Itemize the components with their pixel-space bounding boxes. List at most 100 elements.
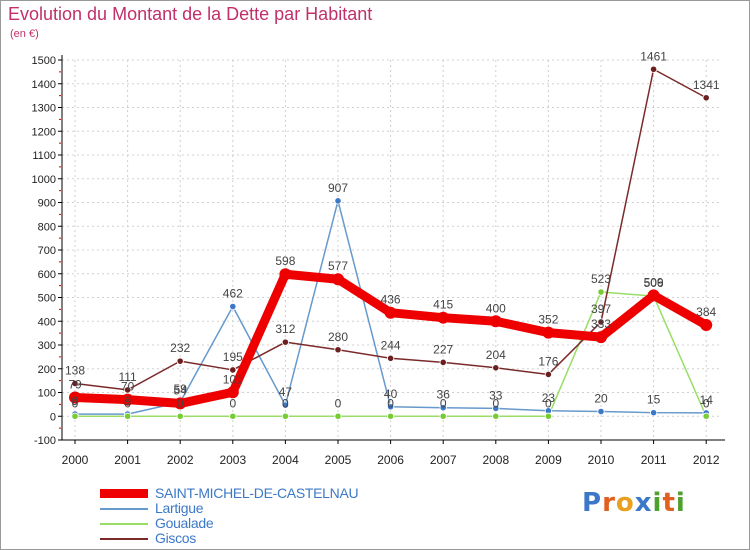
y-tick-label: 300 [38, 340, 56, 352]
data-label: 0 [440, 396, 447, 410]
data-label: 506 [644, 276, 664, 290]
y-tick-label: 500 [38, 293, 56, 305]
x-tick-label: 2004 [272, 453, 299, 467]
data-point [279, 268, 292, 281]
data-label: 312 [275, 322, 295, 336]
data-point [174, 397, 187, 410]
data-label: 436 [381, 293, 401, 307]
legend-swatch [100, 538, 148, 540]
data-label: 352 [538, 313, 558, 327]
data-point [597, 288, 605, 296]
data-point [437, 311, 450, 324]
logo-letter: t [662, 488, 676, 518]
data-label: 244 [381, 338, 401, 352]
x-tick-label: 2010 [588, 453, 615, 467]
data-label: 415 [433, 298, 453, 312]
x-tick-label: 2005 [325, 453, 352, 467]
data-label: 15 [647, 393, 661, 407]
chart-title: Evolution du Montant de la Dette par Hab… [8, 4, 373, 24]
y-tick-label: 1000 [32, 174, 56, 186]
data-point [124, 412, 132, 420]
data-label: 9 [124, 394, 131, 408]
data-label: 59 [174, 382, 188, 396]
data-point [334, 346, 342, 354]
data-point [597, 407, 605, 416]
x-axis-ticks: 2000 2001 2002 2003 2004 2005 2006 2007 2008 2009… [62, 440, 720, 467]
data-label: 0 [703, 396, 710, 410]
data-label: 907 [328, 181, 348, 195]
axes [59, 55, 725, 441]
logo-letter: i [652, 488, 663, 518]
data-point [281, 412, 289, 420]
y-tick-label: 1200 [32, 126, 56, 138]
data-point [386, 412, 395, 420]
data-point [492, 412, 500, 420]
data-label: 577 [328, 259, 348, 273]
data-label: 176 [538, 354, 558, 368]
y-tick-label: 1100 [32, 150, 56, 162]
data-label: 333 [591, 317, 611, 331]
data-point [384, 306, 397, 319]
logo-letter: i [675, 488, 686, 518]
data-label: 280 [328, 330, 348, 344]
data-label: 0 [282, 396, 289, 410]
x-tick-label: 2003 [219, 453, 246, 467]
logo-letter: r [602, 488, 616, 518]
data-label: 462 [223, 287, 243, 301]
data-point [492, 404, 500, 413]
data-label: 36 [437, 388, 451, 402]
data-label: 20 [594, 392, 608, 406]
data-label: 14 [700, 393, 714, 407]
data-point [176, 357, 184, 365]
data-point [229, 412, 237, 420]
data-label: 9 [72, 394, 79, 408]
data-label: 0 [492, 396, 499, 410]
data-point [121, 393, 134, 406]
data-label: 397 [591, 302, 611, 316]
x-tick-label: 2007 [430, 453, 457, 467]
legend-swatch [100, 523, 148, 525]
data-point [439, 404, 447, 412]
data-point [649, 409, 658, 417]
y-tick-label: 1300 [32, 103, 56, 115]
data-point [69, 391, 81, 404]
data-point [597, 318, 605, 326]
data-point [439, 412, 447, 420]
x-tick-label: 2006 [377, 453, 404, 467]
data-point [71, 412, 79, 420]
x-tick-label: 2011 [641, 453, 667, 467]
data-label: 204 [486, 348, 506, 362]
data-point [334, 412, 342, 420]
data-point [439, 358, 447, 366]
data-label: 138 [65, 363, 85, 377]
data-label: 598 [275, 254, 295, 268]
data-label: 40 [384, 387, 398, 401]
data-label: 101 [223, 372, 243, 386]
y-tick-label: 1500 [32, 55, 56, 67]
data-point [542, 326, 555, 339]
data-label: 111 [118, 370, 137, 384]
data-label: 1461 [640, 49, 667, 63]
data-label: 79 [68, 377, 82, 391]
data-point [386, 403, 395, 411]
data-label: 47 [279, 385, 293, 399]
data-label: 509 [644, 275, 664, 289]
y-tick-label: 800 [38, 221, 56, 233]
x-tick-label: 2008 [482, 453, 509, 467]
data-label: 33 [489, 388, 503, 402]
data-label: 54 [174, 383, 188, 397]
data-label: 195 [223, 350, 243, 364]
legend-label: Giscos [155, 530, 196, 546]
legend-label: SAINT-MICHEL-DE-CASTELNAU [155, 485, 359, 501]
data-label: 70 [121, 380, 135, 394]
data-point [124, 386, 132, 394]
y-axis-ticks: -100 0 100 200 300 400 500 600 700 800 900 1000 1100… [32, 55, 62, 447]
legend-swatch [100, 508, 148, 510]
data-label: 0 [229, 396, 236, 410]
x-tick-label: 2002 [167, 453, 194, 467]
data-point [492, 364, 500, 372]
data-label: 400 [486, 301, 506, 315]
